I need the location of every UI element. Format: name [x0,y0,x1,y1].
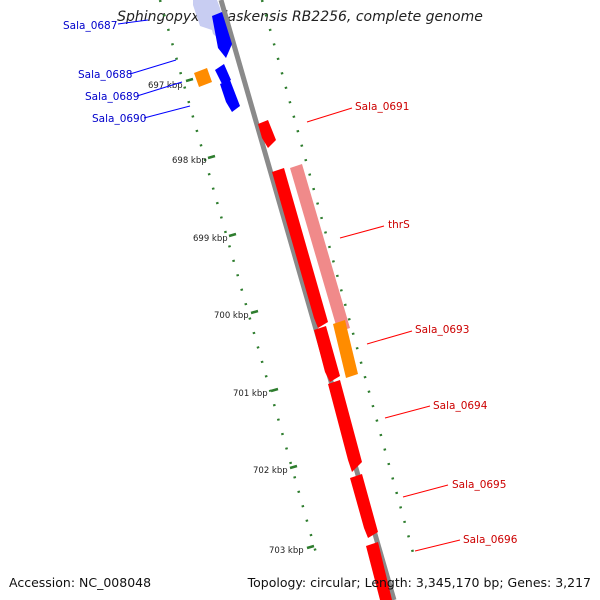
leader-thrS [339,225,385,239]
gene-Sala_0691-shape[interactable] [258,120,276,148]
tick-label-700: 700 kbp [214,311,249,321]
tick-label-701: 701 kbp [233,389,268,399]
kbp-tick-labels: 697 kbp 698 kbp 699 kbp 700 kbp 701 kbp … [148,81,304,556]
kbp-tick-marks [185,77,315,550]
tick-mark-700 [250,309,259,315]
gene-orange-reverse-shape[interactable] [194,68,212,87]
tick-label-703: 703 kbp [269,546,304,556]
leader-Sala_0688 [129,59,177,75]
gene-Sala_0690-shape[interactable] [220,80,240,112]
gene-label-Sala_0690[interactable]: Sala_0690 [92,113,146,125]
gene-label-Sala_0689[interactable]: Sala_0689 [85,91,139,103]
tick-mark-703 [306,544,315,550]
gene-labels: Sala_0687 Sala_0688 Sala_0689 Sala_0690 … [63,20,518,546]
forward-strand-genes [258,120,392,600]
gene-Sala_0689-shape[interactable] [215,64,231,84]
gene-label-thrS[interactable]: thrS [388,219,410,231]
tick-mark-702 [289,464,298,470]
tick-label-697: 697 kbp [148,81,183,91]
leader-Sala_0687 [117,19,149,25]
gene-Sala_0688-shape[interactable] [212,12,232,58]
tick-mark-698 [207,154,216,160]
genome-summary-text: Topology: circular; Length: 3,345,170 bp… [247,575,591,590]
reverse-strand-genes [193,0,240,112]
leader-Sala_0696 [414,539,461,552]
gene-label-Sala_0696[interactable]: Sala_0696 [463,534,518,546]
leader-Sala_0694 [384,405,431,419]
gene-Sala_0694-shape[interactable] [328,380,362,472]
gene-label-Sala_0687[interactable]: Sala_0687 [63,20,117,32]
gene-label-Sala_0695[interactable]: Sala_0695 [452,479,506,491]
accession-text: Accession: NC_008048 [9,575,152,590]
leader-Sala_0693 [366,330,413,345]
gene-label-Sala_0693[interactable]: Sala_0693 [415,324,469,336]
tick-mark-697 [185,77,194,83]
leader-Sala_0689 [136,81,183,97]
gene-label-Sala_0694[interactable]: Sala_0694 [433,400,488,412]
outer-tick-ring [260,0,417,561]
tick-mark-701 [270,387,279,393]
gene-label-Sala_0691[interactable]: Sala_0691 [355,101,409,113]
leader-Sala_0690 [143,105,191,119]
tick-label-702: 702 kbp [253,466,288,476]
gene-Sala_0693-shape[interactable] [333,320,358,378]
leader-Sala_0695 [402,484,449,498]
tick-mark-699 [228,232,237,238]
tick-label-699: 699 kbp [193,234,228,244]
inner-tick-ring [158,0,320,561]
leader-Sala_0691 [306,107,353,123]
gene-red-0693-shape[interactable] [314,326,340,382]
label-leader-lines [117,19,461,552]
gene-Sala_0696-shape[interactable] [366,542,392,600]
gene-label-Sala_0688[interactable]: Sala_0688 [78,69,132,81]
tick-label-698: 698 kbp [172,156,207,166]
gene-thrS-shape[interactable] [290,164,350,332]
gene-Sala_0695-shape[interactable] [350,474,378,538]
gene-red-long-shape[interactable] [272,168,328,328]
